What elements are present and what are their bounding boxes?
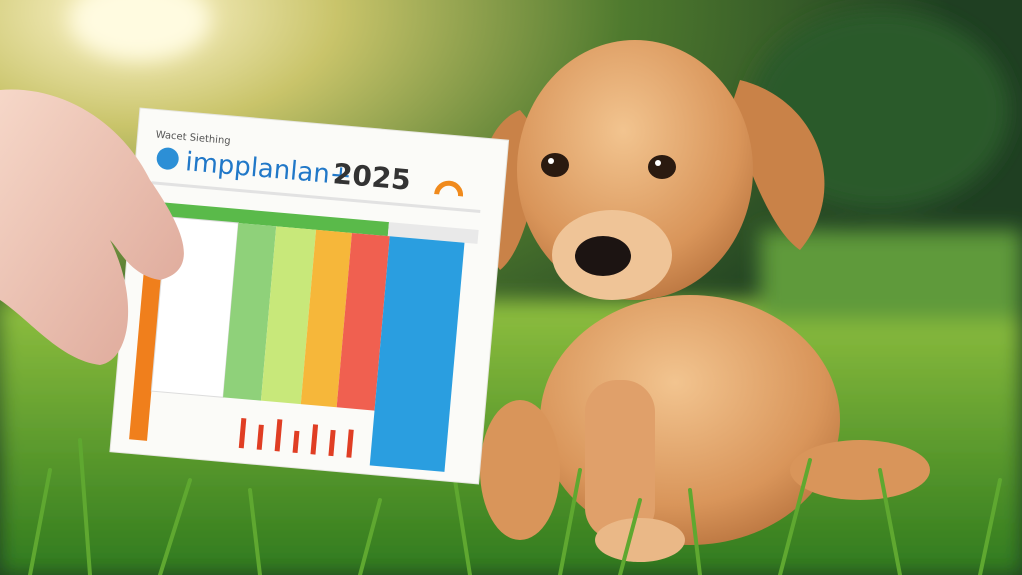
hand — [0, 89, 184, 365]
grass-blades — [28, 438, 1002, 575]
card: Wacet Siething impplanlan+ 2025 — [109, 107, 510, 485]
puppy — [479, 40, 930, 562]
card-year: 2025 — [332, 157, 413, 197]
brand-icon — [434, 180, 464, 197]
logo — [156, 147, 179, 170]
